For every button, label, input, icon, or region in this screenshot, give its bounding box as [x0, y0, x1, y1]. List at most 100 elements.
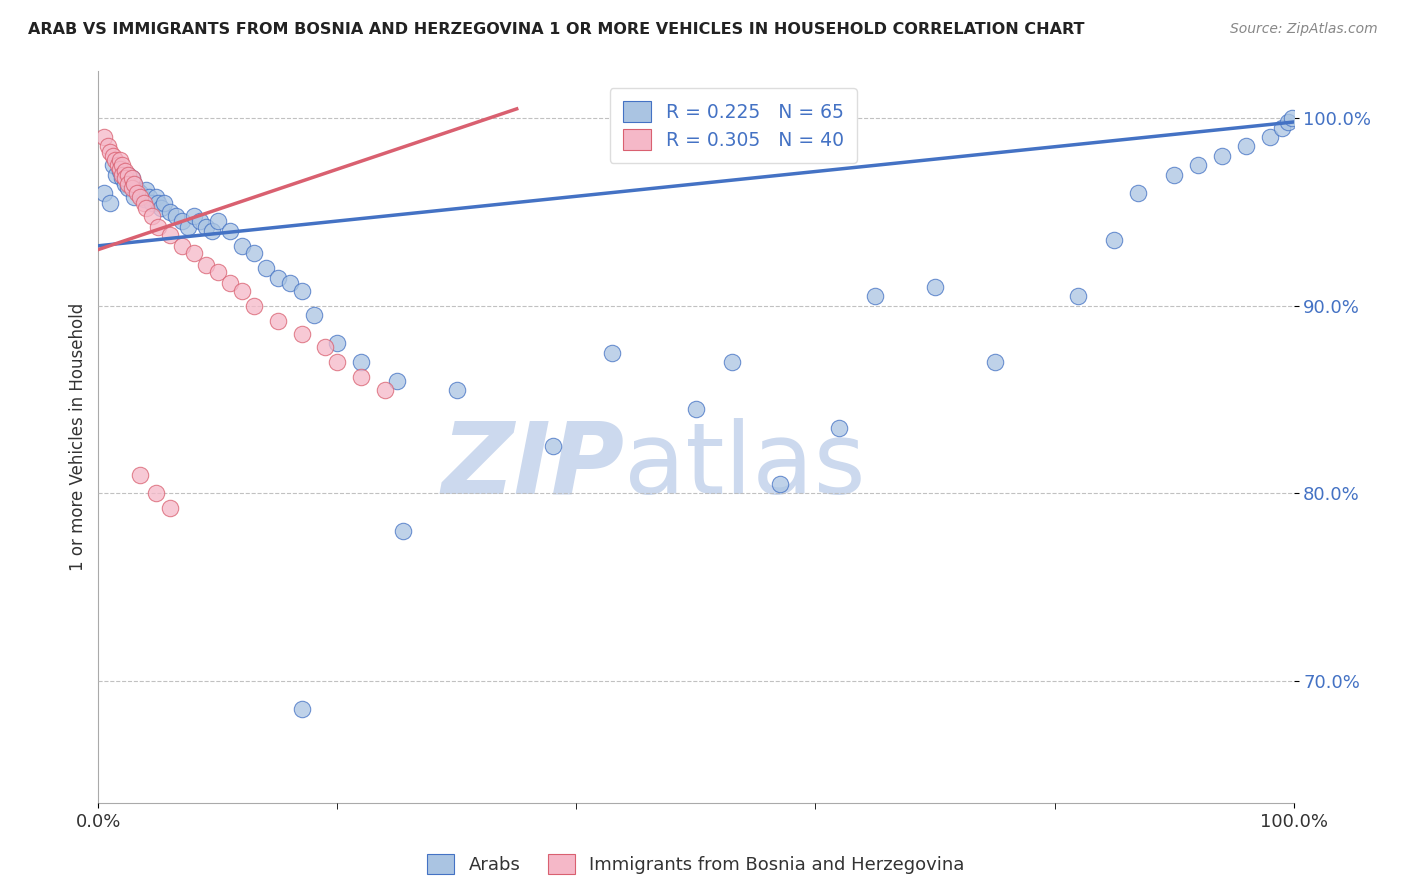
- Point: [201, 224, 224, 238]
- Point: [267, 270, 290, 285]
- Point: [129, 186, 152, 201]
- Point: [132, 195, 155, 210]
- Point: [721, 355, 744, 369]
- Point: [93, 186, 115, 201]
- Point: [1187, 158, 1209, 172]
- Point: [1271, 120, 1294, 135]
- Point: [129, 190, 152, 204]
- Point: [114, 171, 136, 186]
- Point: [983, 355, 1005, 369]
- Point: [141, 195, 163, 210]
- Point: [117, 168, 139, 182]
- Point: [183, 209, 205, 223]
- Point: [600, 345, 623, 359]
- Point: [124, 177, 146, 191]
- Point: [194, 220, 217, 235]
- Point: [541, 440, 564, 454]
- Point: [1234, 139, 1257, 153]
- Point: [125, 182, 148, 196]
- Point: [107, 158, 129, 172]
- Point: [108, 163, 131, 178]
- Point: [350, 355, 373, 369]
- Point: [132, 192, 155, 206]
- Point: [1163, 168, 1185, 182]
- Point: [392, 524, 415, 538]
- Point: [135, 201, 157, 215]
- Point: [1211, 149, 1233, 163]
- Point: [446, 383, 468, 397]
- Point: [165, 209, 187, 223]
- Point: [98, 145, 122, 159]
- Point: [141, 209, 163, 223]
- Point: [159, 501, 181, 516]
- Text: ZIP: ZIP: [441, 417, 624, 515]
- Point: [1128, 186, 1150, 201]
- Point: [315, 340, 337, 354]
- Point: [125, 186, 148, 201]
- Point: [138, 190, 160, 204]
- Point: [254, 261, 277, 276]
- Point: [101, 149, 124, 163]
- Point: [159, 205, 181, 219]
- Point: [129, 467, 152, 482]
- Point: [302, 308, 325, 322]
- Text: atlas: atlas: [624, 417, 866, 515]
- Point: [326, 336, 349, 351]
- Point: [117, 177, 139, 191]
- Point: [1258, 130, 1281, 145]
- Point: [98, 195, 122, 210]
- Point: [104, 153, 127, 167]
- Point: [114, 177, 136, 191]
- Point: [117, 168, 139, 182]
- Point: [183, 246, 205, 260]
- Point: [135, 182, 157, 196]
- Point: [114, 163, 136, 178]
- Point: [828, 420, 851, 434]
- Legend: Arabs, Immigrants from Bosnia and Herzegovina: Arabs, Immigrants from Bosnia and Herzeg…: [420, 847, 972, 881]
- Point: [148, 195, 170, 210]
- Point: [108, 153, 131, 167]
- Point: [1277, 115, 1299, 129]
- Point: [101, 158, 124, 172]
- Point: [278, 277, 301, 291]
- Point: [111, 158, 134, 172]
- Point: [111, 168, 134, 182]
- Point: [194, 258, 217, 272]
- Point: [108, 161, 131, 176]
- Point: [243, 299, 266, 313]
- Point: [1067, 289, 1090, 303]
- Point: [207, 214, 229, 228]
- Point: [290, 326, 312, 341]
- Point: [207, 265, 229, 279]
- Point: [149, 201, 172, 215]
- Point: [231, 239, 253, 253]
- Point: [243, 246, 266, 260]
- Point: [350, 370, 373, 384]
- Point: [177, 220, 200, 235]
- Point: [111, 171, 134, 186]
- Point: [219, 224, 242, 238]
- Point: [267, 314, 290, 328]
- Text: Source: ZipAtlas.com: Source: ZipAtlas.com: [1230, 22, 1378, 37]
- Point: [374, 383, 396, 397]
- Point: [124, 190, 146, 204]
- Point: [290, 702, 312, 716]
- Point: [145, 486, 167, 500]
- Point: [188, 214, 211, 228]
- Point: [124, 177, 146, 191]
- Point: [326, 355, 349, 369]
- Point: [290, 284, 312, 298]
- Point: [385, 374, 409, 388]
- Text: ARAB VS IMMIGRANTS FROM BOSNIA AND HERZEGOVINA 1 OR MORE VEHICLES IN HOUSEHOLD C: ARAB VS IMMIGRANTS FROM BOSNIA AND HERZE…: [28, 22, 1084, 37]
- Point: [145, 190, 167, 204]
- Point: [121, 171, 143, 186]
- Point: [148, 220, 170, 235]
- Point: [172, 214, 194, 228]
- Point: [93, 130, 115, 145]
- Point: [231, 284, 253, 298]
- Y-axis label: 1 or more Vehicles in Household: 1 or more Vehicles in Household: [69, 303, 87, 571]
- Point: [159, 227, 181, 242]
- Point: [121, 180, 143, 194]
- Point: [121, 171, 143, 186]
- Point: [863, 289, 886, 303]
